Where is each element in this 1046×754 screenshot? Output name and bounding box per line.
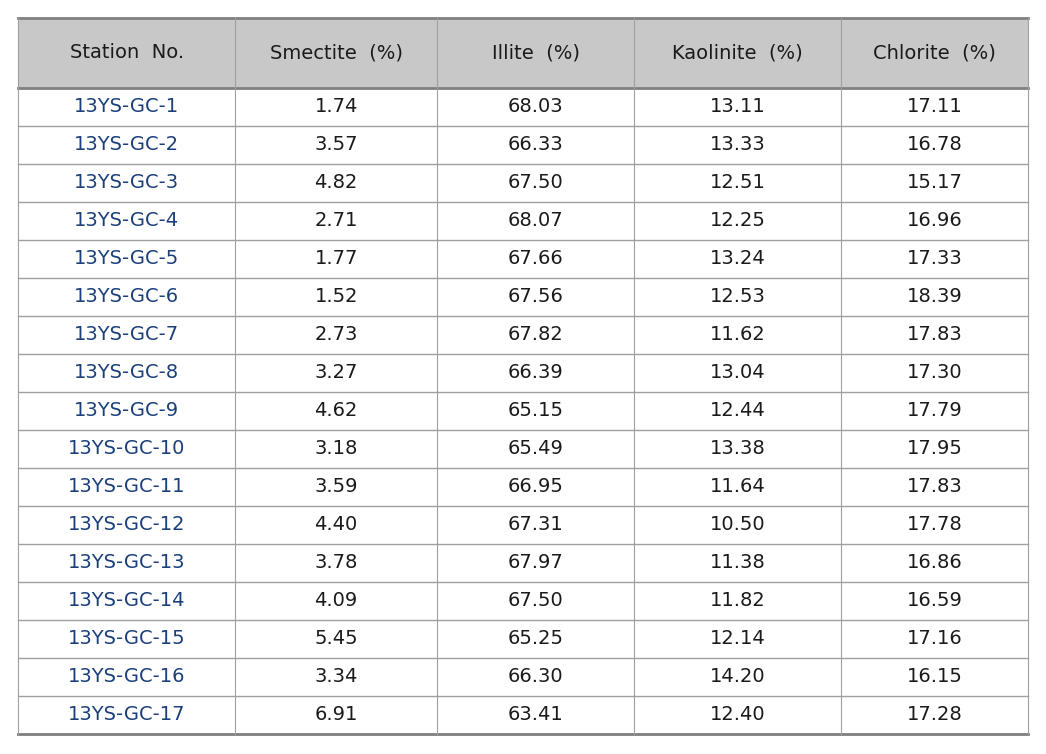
Text: 66.30: 66.30	[507, 667, 564, 686]
Text: 16.78: 16.78	[907, 136, 962, 155]
Text: 13YS-GC-7: 13YS-GC-7	[74, 326, 179, 345]
Text: 10.50: 10.50	[710, 516, 766, 535]
Text: 11.62: 11.62	[710, 326, 766, 345]
Text: 68.03: 68.03	[507, 97, 564, 117]
Text: 13YS-GC-3: 13YS-GC-3	[74, 173, 179, 192]
Text: 67.50: 67.50	[507, 173, 564, 192]
Text: 16.15: 16.15	[907, 667, 962, 686]
Text: 66.95: 66.95	[507, 477, 564, 496]
Text: 17.11: 17.11	[907, 97, 962, 117]
Text: 3.27: 3.27	[315, 363, 358, 382]
Text: 3.18: 3.18	[315, 440, 358, 458]
Text: 17.16: 17.16	[907, 630, 962, 648]
Text: Station  No.: Station No.	[69, 44, 184, 63]
Text: 4.09: 4.09	[315, 591, 358, 611]
Text: 17.83: 17.83	[907, 326, 962, 345]
Text: 4.82: 4.82	[315, 173, 358, 192]
Text: 14.20: 14.20	[710, 667, 766, 686]
Text: 13YS-GC-11: 13YS-GC-11	[68, 477, 185, 496]
Text: 13YS-GC-15: 13YS-GC-15	[68, 630, 185, 648]
Text: 65.25: 65.25	[507, 630, 564, 648]
Text: 67.31: 67.31	[507, 516, 564, 535]
Text: 15.17: 15.17	[907, 173, 962, 192]
Text: Illite  (%): Illite (%)	[492, 44, 579, 63]
Text: 12.40: 12.40	[710, 706, 766, 725]
Text: 13YS-GC-8: 13YS-GC-8	[74, 363, 179, 382]
Text: 13.04: 13.04	[710, 363, 766, 382]
Text: 4.40: 4.40	[315, 516, 358, 535]
Text: 6.91: 6.91	[315, 706, 358, 725]
Text: 11.38: 11.38	[710, 553, 766, 572]
Text: 11.64: 11.64	[710, 477, 766, 496]
Text: 13YS-GC-1: 13YS-GC-1	[74, 97, 179, 117]
Text: 67.82: 67.82	[507, 326, 564, 345]
Text: 12.53: 12.53	[709, 287, 766, 306]
Text: Chlorite  (%): Chlorite (%)	[873, 44, 996, 63]
Text: 13YS-GC-16: 13YS-GC-16	[68, 667, 185, 686]
Text: 3.59: 3.59	[315, 477, 358, 496]
Text: 13.38: 13.38	[710, 440, 766, 458]
Text: 13YS-GC-6: 13YS-GC-6	[74, 287, 179, 306]
Text: 11.82: 11.82	[710, 591, 766, 611]
Text: 66.39: 66.39	[507, 363, 564, 382]
Text: 3.78: 3.78	[315, 553, 358, 572]
Text: 17.83: 17.83	[907, 477, 962, 496]
Text: 13.24: 13.24	[710, 250, 766, 268]
Text: 12.44: 12.44	[710, 401, 766, 421]
Text: 13.11: 13.11	[710, 97, 766, 117]
Text: 13.33: 13.33	[710, 136, 766, 155]
Text: 4.62: 4.62	[315, 401, 358, 421]
Text: 13YS-GC-12: 13YS-GC-12	[68, 516, 185, 535]
Text: 13YS-GC-2: 13YS-GC-2	[74, 136, 179, 155]
Text: 2.73: 2.73	[315, 326, 358, 345]
Text: 16.59: 16.59	[907, 591, 962, 611]
Text: 17.33: 17.33	[907, 250, 962, 268]
Text: Smectite  (%): Smectite (%)	[270, 44, 403, 63]
Text: 3.57: 3.57	[315, 136, 358, 155]
Text: 67.66: 67.66	[507, 250, 564, 268]
Text: 13YS-GC-10: 13YS-GC-10	[68, 440, 185, 458]
Text: 17.79: 17.79	[907, 401, 962, 421]
Text: 13YS-GC-4: 13YS-GC-4	[74, 212, 179, 231]
Text: 17.95: 17.95	[907, 440, 962, 458]
Text: 13YS-GC-9: 13YS-GC-9	[74, 401, 179, 421]
Text: 12.14: 12.14	[710, 630, 766, 648]
Text: 16.86: 16.86	[907, 553, 962, 572]
Text: 5.45: 5.45	[315, 630, 358, 648]
Text: 67.50: 67.50	[507, 591, 564, 611]
Text: 13YS-GC-13: 13YS-GC-13	[68, 553, 185, 572]
Text: 68.07: 68.07	[507, 212, 564, 231]
Text: 17.28: 17.28	[907, 706, 962, 725]
Text: Kaolinite  (%): Kaolinite (%)	[673, 44, 803, 63]
Bar	[18, 18, 1028, 88]
Text: 18.39: 18.39	[907, 287, 962, 306]
Text: 17.30: 17.30	[907, 363, 962, 382]
Text: 65.49: 65.49	[507, 440, 564, 458]
Text: 12.51: 12.51	[709, 173, 766, 192]
Text: 1.52: 1.52	[315, 287, 358, 306]
Text: 67.56: 67.56	[507, 287, 564, 306]
Text: 65.15: 65.15	[507, 401, 564, 421]
Text: 13YS-GC-17: 13YS-GC-17	[68, 706, 185, 725]
Text: 63.41: 63.41	[507, 706, 564, 725]
Text: 1.74: 1.74	[315, 97, 358, 117]
Text: 16.96: 16.96	[907, 212, 962, 231]
Text: 2.71: 2.71	[315, 212, 358, 231]
Text: 12.25: 12.25	[709, 212, 766, 231]
Text: 67.97: 67.97	[507, 553, 564, 572]
Text: 13YS-GC-5: 13YS-GC-5	[74, 250, 179, 268]
Text: 1.77: 1.77	[315, 250, 358, 268]
Text: 66.33: 66.33	[507, 136, 564, 155]
Text: 13YS-GC-14: 13YS-GC-14	[68, 591, 185, 611]
Text: 17.78: 17.78	[907, 516, 962, 535]
Text: 3.34: 3.34	[315, 667, 358, 686]
